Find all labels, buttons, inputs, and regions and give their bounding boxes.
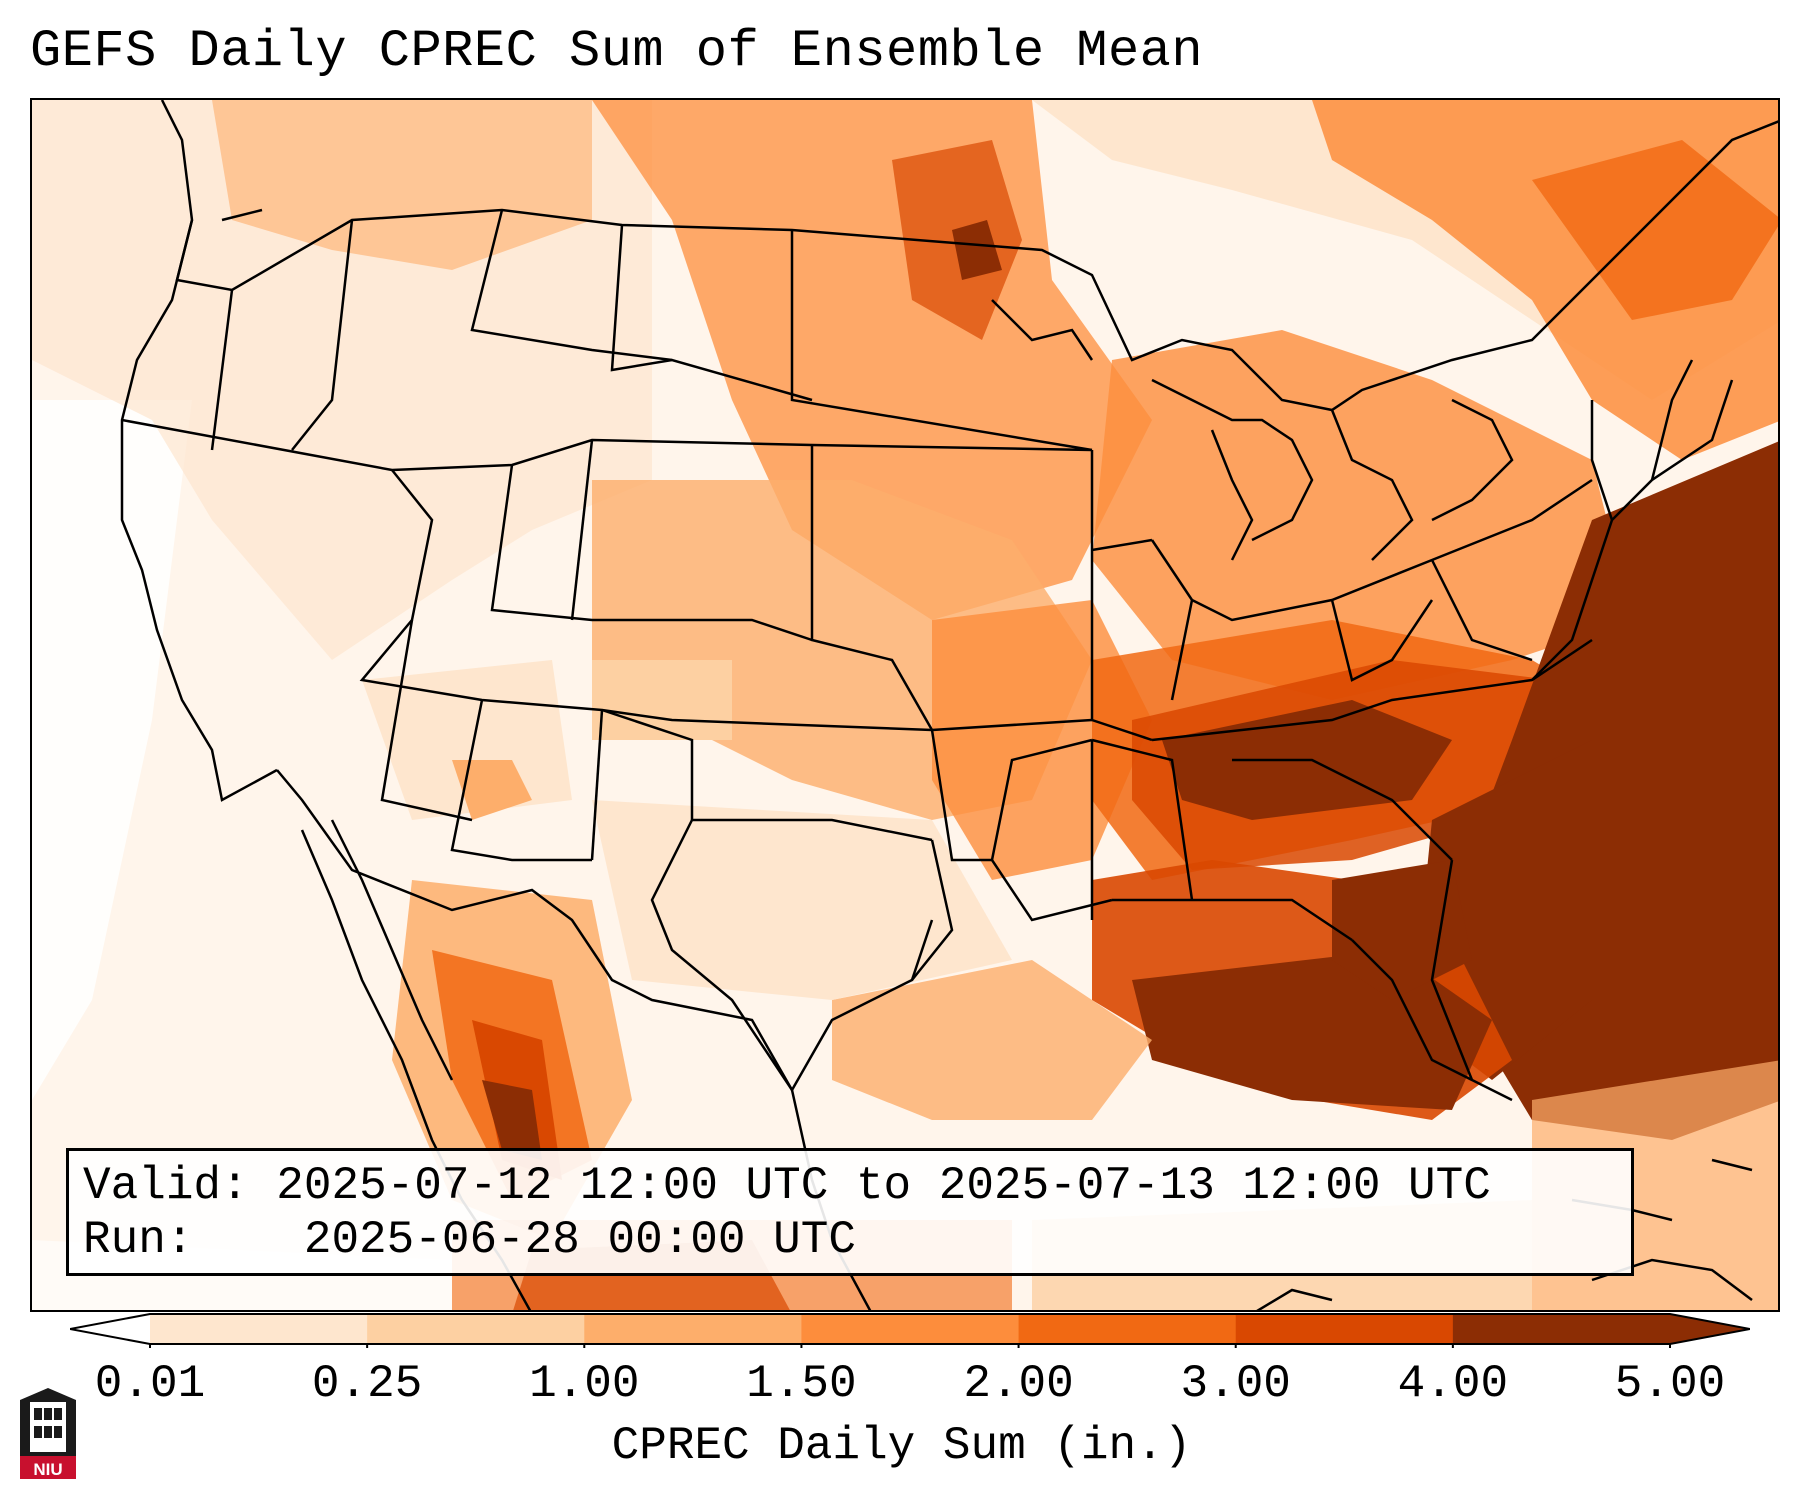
colorbar-title: CPREC Daily Sum (in.) <box>611 1420 1192 1472</box>
colorbar-segment <box>150 1314 368 1344</box>
colorbar-tick-label: 0.25 <box>311 1358 423 1410</box>
precip-shading <box>32 100 1778 1310</box>
valid-run-info-box: Valid: 2025-07-12 12:00 UTC to 2025-07-1… <box>66 1148 1634 1276</box>
international-borders <box>160 100 1778 1091</box>
colorbar <box>70 1313 1750 1348</box>
run-label: Run: <box>83 1214 194 1266</box>
colorbar-segment <box>584 1314 802 1344</box>
valid-label: Valid: <box>83 1160 249 1212</box>
colorbar-extend-max <box>1670 1314 1750 1344</box>
colorbar-segment <box>801 1314 1020 1344</box>
precipitation-map <box>30 98 1780 1312</box>
colorbar-segment <box>1235 1314 1454 1344</box>
colorbar-tick-label: 5.00 <box>1614 1358 1726 1410</box>
valid-value: 2025-07-12 12:00 UTC to 2025-07-13 12:00… <box>276 1160 1491 1212</box>
colorbar-tick-label: 1.50 <box>746 1358 857 1410</box>
colorbar-tick-label: 0.01 <box>94 1358 206 1410</box>
logo-text: NIU <box>33 1460 62 1479</box>
colorbar-segment <box>1452 1314 1671 1344</box>
run-value: 2025-06-28 00:00 UTC <box>303 1214 856 1266</box>
map-canvas <box>32 100 1778 1310</box>
colorbar-tick-label: 1.00 <box>529 1358 640 1410</box>
colorbar-tick-label: 4.00 <box>1397 1358 1509 1410</box>
colorbar-segment <box>367 1314 585 1344</box>
map-title: GEFS Daily CPREC Sum of Ensemble Mean <box>30 22 1204 81</box>
colorbar-segments <box>150 1314 1671 1344</box>
colorbar-tick-label: 2.00 <box>963 1358 1074 1410</box>
us-borders <box>120 209 1734 1102</box>
colorbar-extend-min <box>70 1314 150 1344</box>
niu-logo: NIU <box>20 1388 76 1479</box>
colorbar-tick-label: 3.00 <box>1180 1358 1291 1410</box>
colorbar-segment <box>1018 1314 1237 1344</box>
